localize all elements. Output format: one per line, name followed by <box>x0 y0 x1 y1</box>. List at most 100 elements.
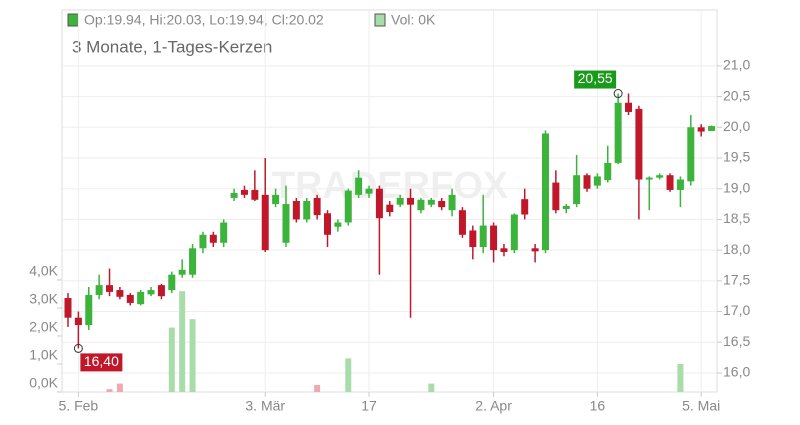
candle-body <box>313 197 321 216</box>
candle-body <box>303 201 311 220</box>
annotation-label: 20,55 <box>578 70 613 86</box>
volume-tick-label: 4,0K <box>29 263 58 279</box>
y-tick-label: 21,0 <box>723 57 750 73</box>
candle-body <box>85 294 93 326</box>
y-tick-label: 18,5 <box>723 210 750 226</box>
ohlc-icon <box>67 13 79 27</box>
candle-body <box>645 177 653 180</box>
candle-body <box>541 133 549 251</box>
candle-body <box>573 175 581 205</box>
volume-bar <box>345 358 352 392</box>
candle-body <box>334 222 342 227</box>
x-tick-label: 5. Feb <box>59 398 99 414</box>
candle-body <box>324 213 331 235</box>
candle-body <box>583 175 591 189</box>
candle-body <box>469 230 477 248</box>
y-tick-label: 17,5 <box>723 272 750 288</box>
volume-tick-label: 1,0K <box>29 347 58 363</box>
candle-body <box>386 204 394 213</box>
x-tick-label: 3. Mär <box>245 398 285 414</box>
candle-body <box>261 194 269 251</box>
candle-body <box>562 205 570 209</box>
candle-body <box>344 190 352 223</box>
candle-body <box>635 108 643 180</box>
candle-body <box>687 127 695 182</box>
volume-bar <box>189 319 196 392</box>
candle-body <box>396 197 404 205</box>
y-tick-label: 18,0 <box>723 241 750 257</box>
candle-body <box>375 188 383 219</box>
volume-bar <box>314 384 321 392</box>
candle-body <box>355 177 363 195</box>
candle-body <box>220 222 228 243</box>
candle-body <box>116 290 124 297</box>
candle-body <box>230 193 238 198</box>
candle-body <box>500 248 508 252</box>
y-tick-label: 20,0 <box>723 118 750 134</box>
annotation-label: 16,40 <box>84 353 119 369</box>
candle-body <box>292 201 300 220</box>
volume-bar <box>677 363 684 392</box>
candle-body <box>74 317 82 326</box>
candle-body <box>178 269 186 275</box>
candle-body <box>147 290 155 295</box>
volume-bar <box>106 389 113 392</box>
x-tick-label: 16 <box>590 398 606 414</box>
candle-body <box>614 102 622 163</box>
y-tick-label: 16,5 <box>723 333 750 349</box>
volume-bar <box>116 383 123 392</box>
candle-body <box>157 285 165 297</box>
candle-body <box>427 199 435 205</box>
volume-tick-label: 0,0K <box>29 375 58 391</box>
y-tick-label: 19,5 <box>723 149 750 165</box>
volume-tick-label: 2,0K <box>29 319 58 335</box>
candle-body <box>458 210 466 235</box>
volume-text: Vol: 0K <box>391 12 436 28</box>
volume-tick-label: 3,0K <box>29 291 58 307</box>
volume-bar <box>179 291 186 392</box>
candle-body <box>438 201 446 208</box>
candle-body <box>510 214 518 251</box>
annotation-box <box>80 353 123 372</box>
chart-title: 3 Monate, 1-Tages-Kerzen <box>72 37 272 56</box>
annotation-marker <box>73 343 83 353</box>
candle-body <box>531 248 539 252</box>
candle-body <box>365 188 373 194</box>
volume-icon <box>374 13 386 27</box>
candle-body <box>552 182 560 211</box>
volume-bar <box>428 383 435 392</box>
candle-body <box>251 189 259 200</box>
candle-body <box>417 199 425 211</box>
candle-body <box>490 225 498 251</box>
x-tick-label: 17 <box>361 398 377 414</box>
candle-body <box>137 291 145 305</box>
candle-body <box>106 285 114 292</box>
candle-body <box>708 126 716 131</box>
y-tick-label: 16,0 <box>723 364 750 380</box>
candle-body <box>666 175 674 190</box>
candle-body <box>625 102 633 112</box>
candle-body <box>199 234 207 249</box>
y-tick-label: 19,0 <box>723 179 750 195</box>
candle-body <box>676 179 684 190</box>
candle-body <box>697 127 705 132</box>
ohlc-text: Op:19.94, Hi:20.03, Lo:19.94, Cl:20.02 <box>84 12 324 28</box>
candle-body <box>656 175 664 178</box>
x-tick-label: 5. Mai <box>682 398 720 414</box>
candle-body <box>209 234 217 243</box>
candle-body <box>604 162 612 181</box>
watermark: TRADERFOX <box>272 165 509 207</box>
x-tick-label: 2. Apr <box>475 398 512 414</box>
candle-body <box>189 248 197 275</box>
candle-body <box>272 194 280 205</box>
candle-body <box>407 197 415 205</box>
annotation-box <box>574 70 617 89</box>
candle-body <box>479 225 487 248</box>
annotation-marker <box>613 89 623 99</box>
y-tick-label: 17,0 <box>723 302 750 318</box>
candle-body <box>126 294 134 303</box>
volume-bar <box>168 327 175 392</box>
candle-body <box>64 298 72 318</box>
candle-body <box>95 285 103 295</box>
